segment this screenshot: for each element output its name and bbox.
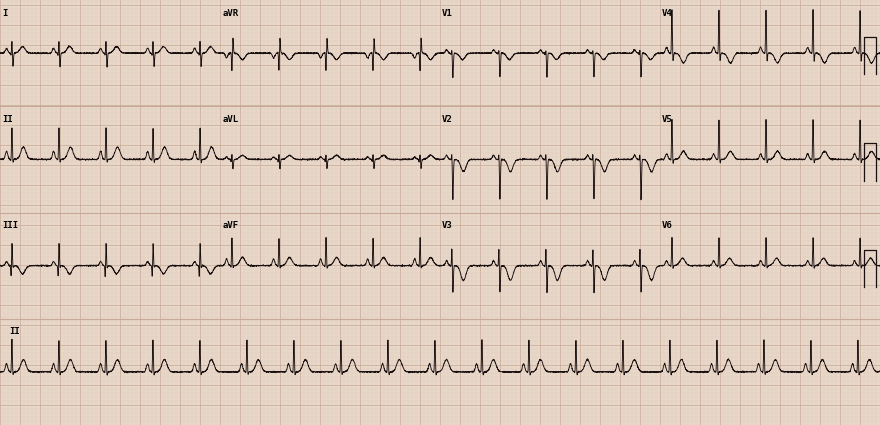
Text: V5: V5 bbox=[663, 115, 673, 124]
Text: V2: V2 bbox=[443, 115, 453, 124]
Text: aVR: aVR bbox=[222, 8, 238, 17]
Text: V3: V3 bbox=[443, 221, 453, 230]
Text: II: II bbox=[9, 327, 19, 336]
Text: V6: V6 bbox=[663, 221, 673, 230]
Text: I: I bbox=[2, 8, 8, 17]
Text: aVL: aVL bbox=[222, 115, 238, 124]
Text: V1: V1 bbox=[443, 8, 453, 17]
Text: aVF: aVF bbox=[222, 221, 238, 230]
Text: II: II bbox=[2, 115, 13, 124]
Text: III: III bbox=[2, 221, 18, 230]
Text: V4: V4 bbox=[663, 8, 673, 17]
